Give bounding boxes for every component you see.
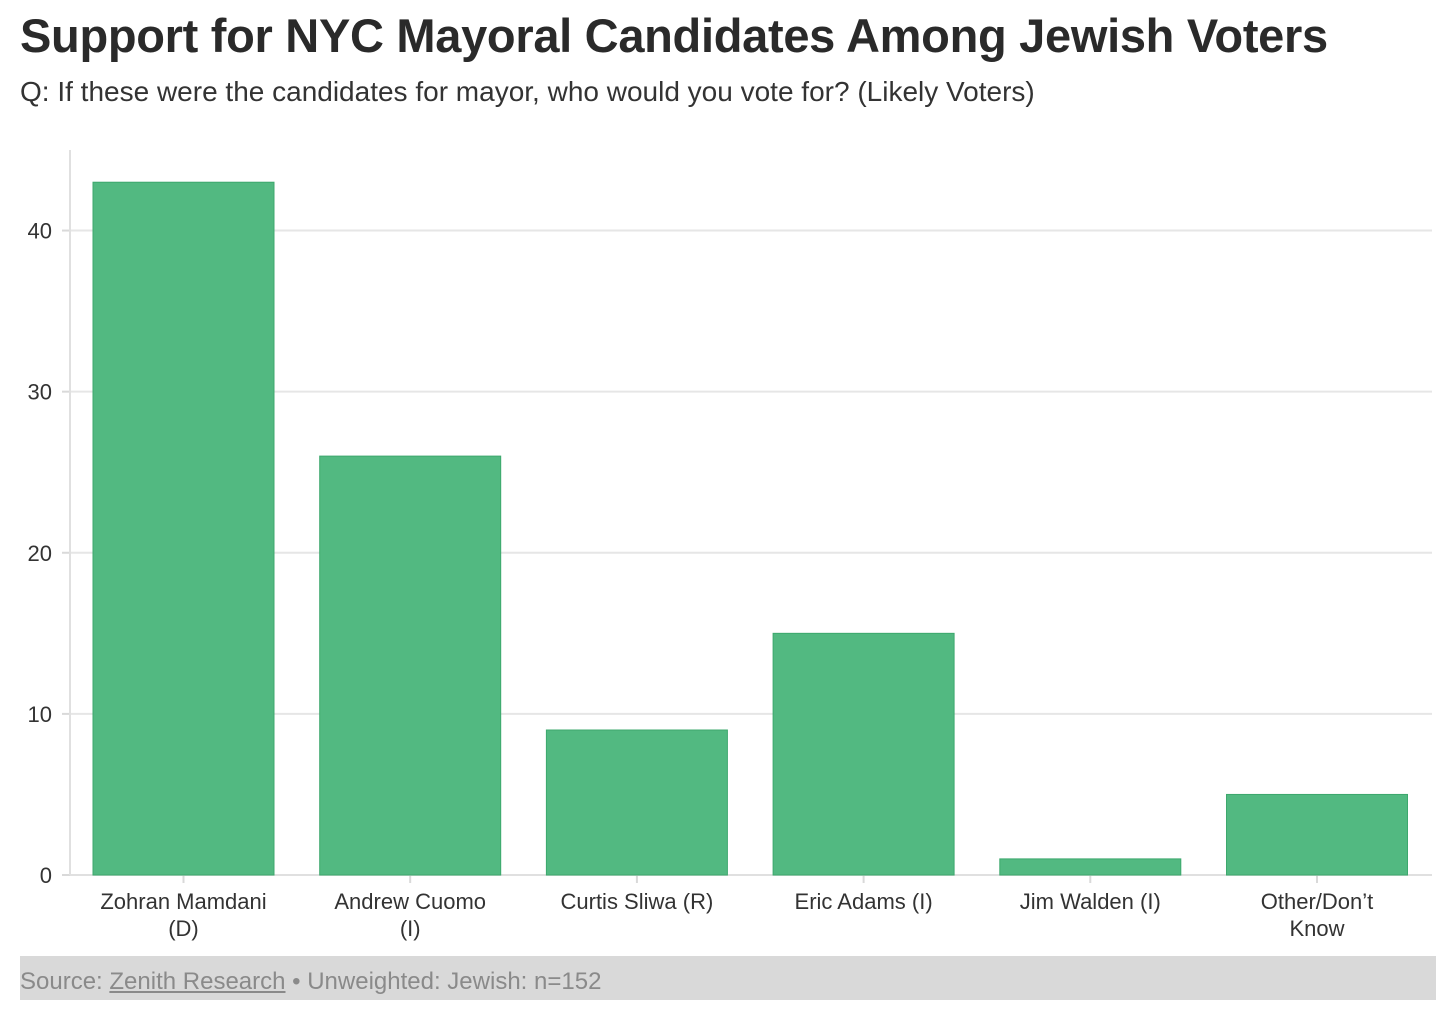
x-tick-label-1-line-0: Andrew Cuomo xyxy=(334,889,486,914)
y-tick-label-40: 40 xyxy=(28,219,52,244)
x-tick-label-3-line-0: Eric Adams (I) xyxy=(795,889,933,914)
source-suffix: • Unweighted: Jewish: n=152 xyxy=(285,968,602,995)
gridlines xyxy=(70,229,1432,715)
x-tick-label-0-line-0: Zohran Mamdani xyxy=(100,889,266,914)
x-tick-label-0-line-1: (D) xyxy=(168,916,199,941)
x-tick-label-1-line-1: (I) xyxy=(400,916,421,941)
axes xyxy=(62,150,1432,883)
bar-0 xyxy=(92,181,275,876)
chart-subtitle: Q: If these were the candidates for mayo… xyxy=(20,76,1035,107)
x-tick-label-2-line-0: Curtis Sliwa (R) xyxy=(561,889,714,914)
y-tick-label-10: 10 xyxy=(28,702,52,727)
x-tick-label-4: Jim Walden (I) xyxy=(1020,889,1161,914)
source-bar xyxy=(20,956,1436,1000)
x-tick-label-0: Zohran Mamdani (D) xyxy=(100,889,266,941)
x-tick-label-5: Other/Don’t Know xyxy=(1261,889,1374,941)
y-tick-label-0: 0 xyxy=(40,863,52,888)
x-tick-label-5-line-0: Other/Don’t xyxy=(1261,889,1374,914)
bars xyxy=(92,181,1408,876)
y-tick-label-20: 20 xyxy=(28,541,52,566)
bar-2 xyxy=(545,729,728,876)
x-tick-label-5-line-1: Know xyxy=(1289,916,1344,941)
bar-5 xyxy=(1226,793,1408,876)
source-link[interactable]: Zenith Research xyxy=(109,968,286,995)
x-tick-label-2: Curtis Sliwa (R) xyxy=(561,889,714,914)
x-tick-label-1: Andrew Cuomo (I) xyxy=(334,889,486,941)
source-prefix: Source: xyxy=(20,968,110,995)
y-tick-label-30: 30 xyxy=(28,380,52,405)
x-tick-label-4-line-0: Jim Walden (I) xyxy=(1020,889,1161,914)
bar-1 xyxy=(319,455,502,876)
bar-4 xyxy=(999,858,1182,876)
source-note: Source: Zenith Research • Unweighted: Je… xyxy=(20,968,601,996)
x-tick-label-3: Eric Adams (I) xyxy=(795,889,933,914)
bar-3 xyxy=(772,632,955,876)
labels: 0 10 20 30 40 Zohran Mamdani (D) Andrew Cuomo (I… xyxy=(28,219,1374,941)
chart-title: Support for NYC Mayoral Candidates Among… xyxy=(20,9,1328,62)
